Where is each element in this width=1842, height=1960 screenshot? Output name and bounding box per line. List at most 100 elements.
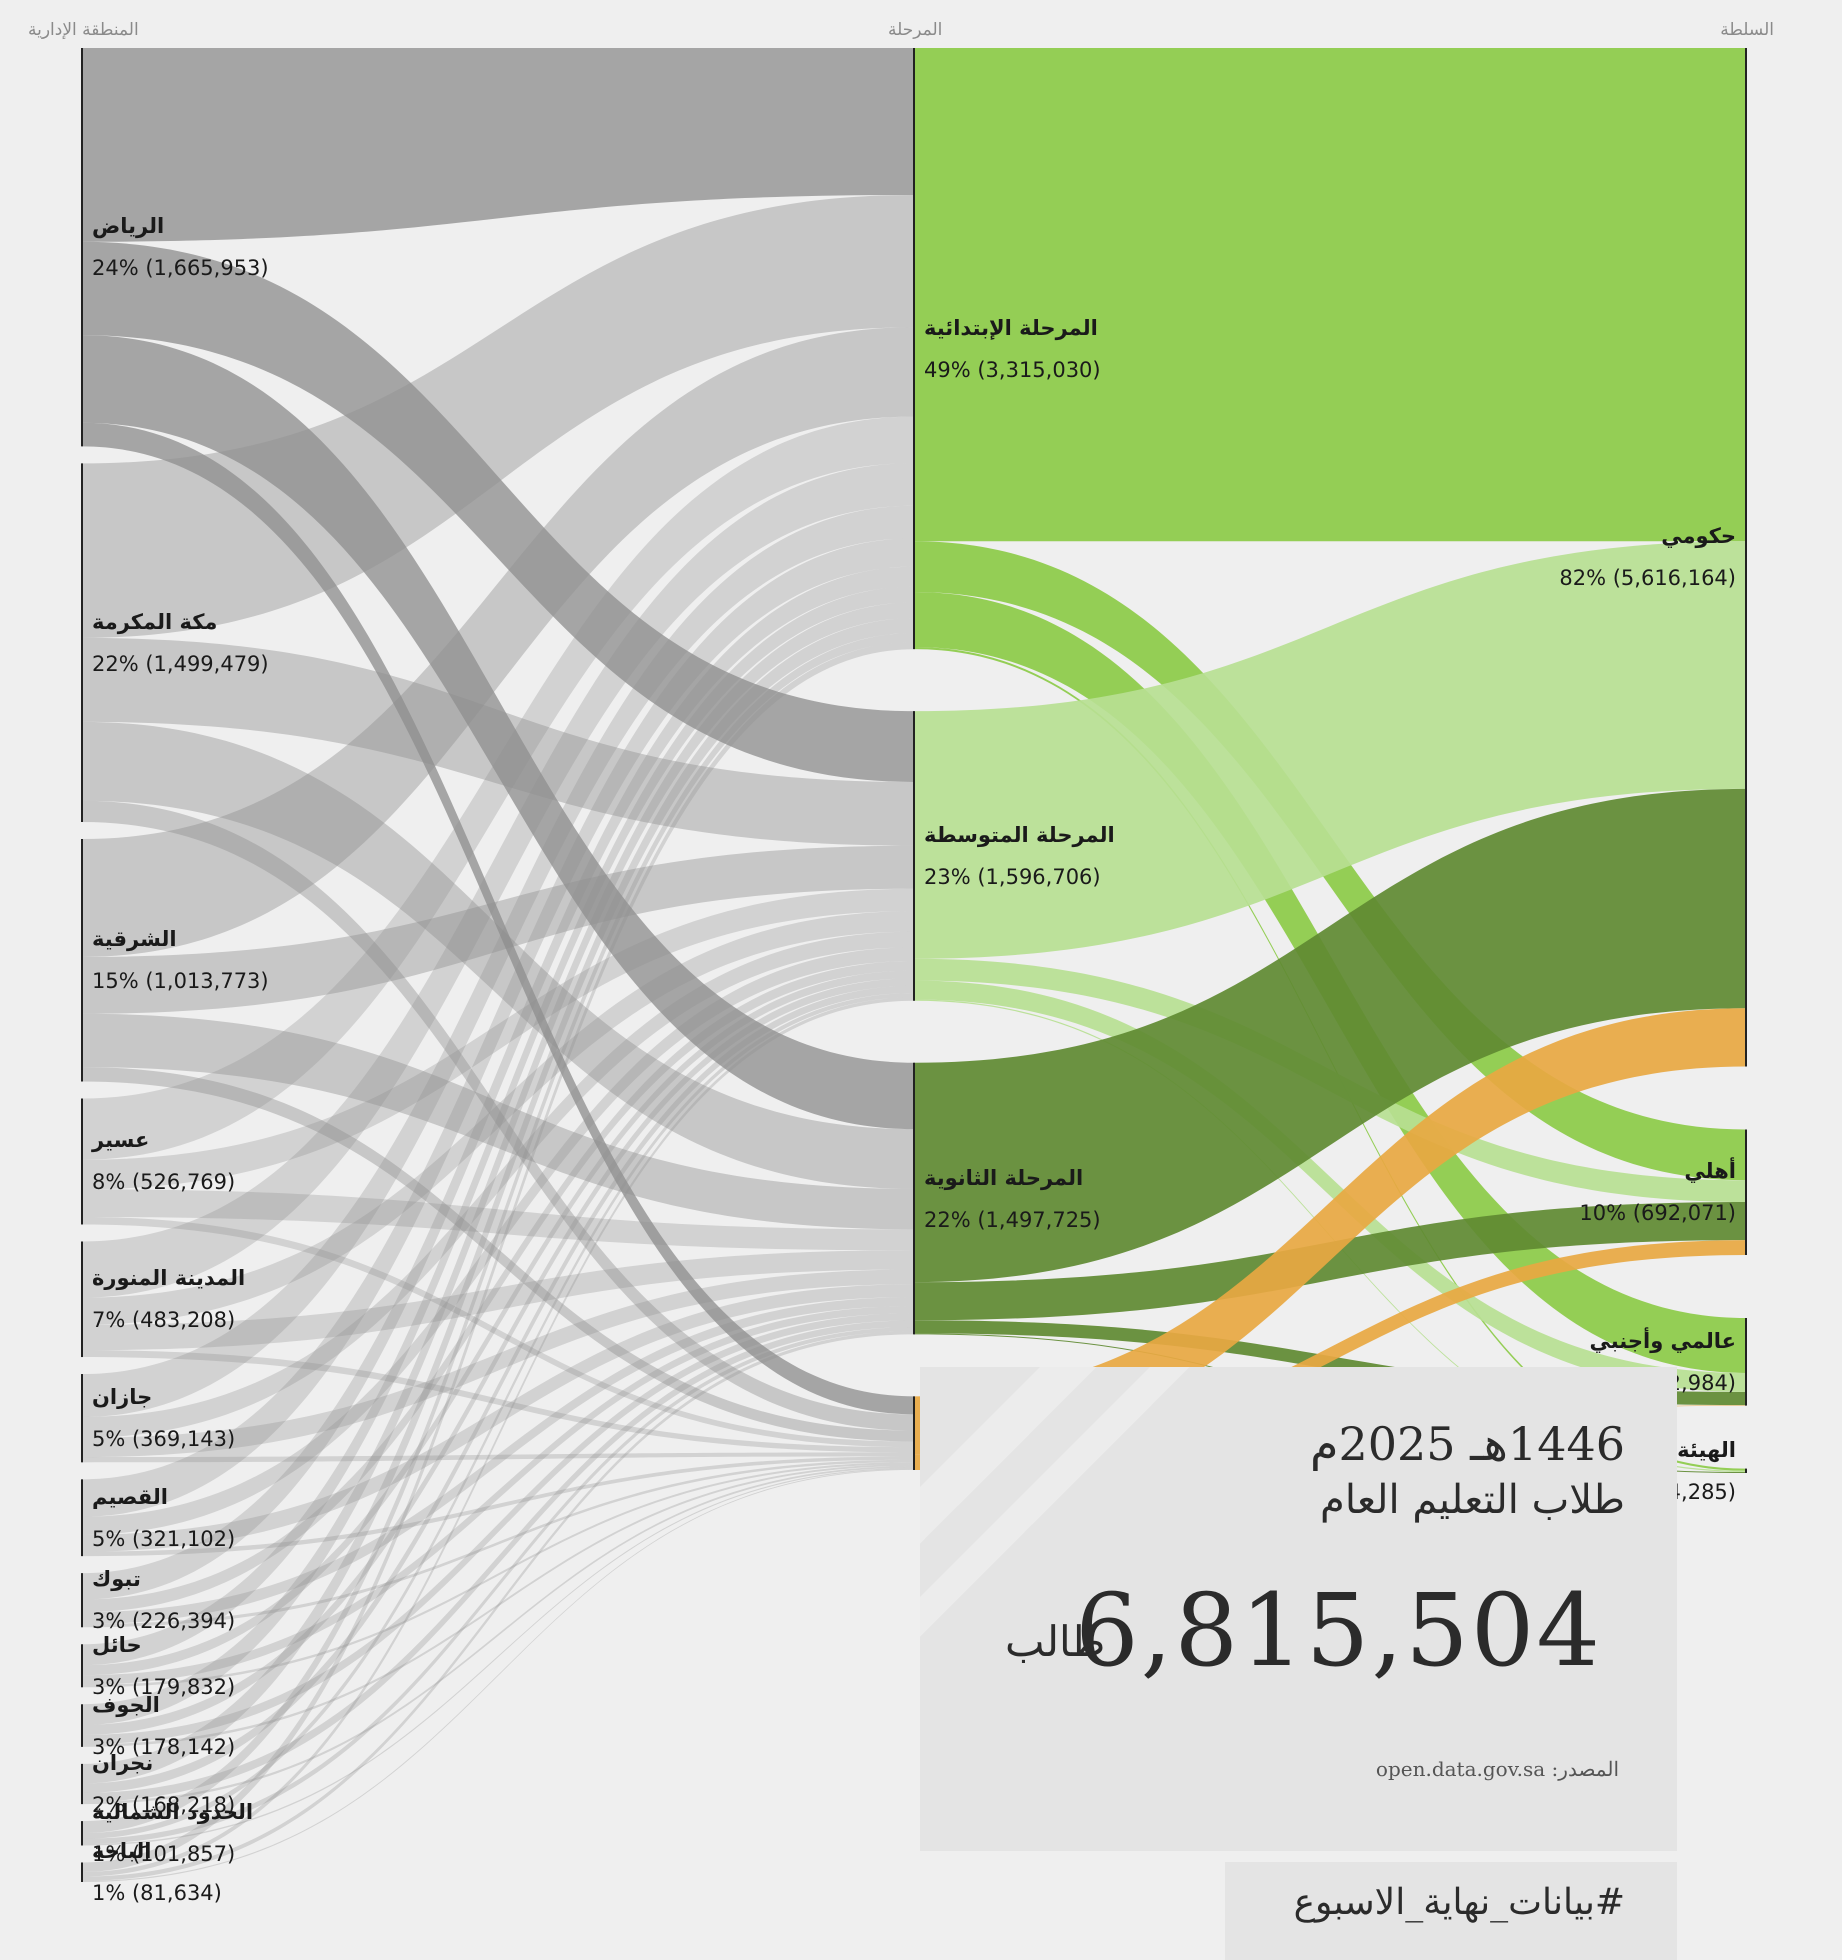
stage-label-value: 22% (1,497,725)	[924, 1207, 1101, 1232]
header-authority: السلطة	[1720, 20, 1774, 40]
stage-label-name: المرحلة الثانوية	[924, 1165, 1084, 1190]
flow-region-stage	[82, 800, 914, 1431]
flow-stage-authority	[914, 980, 1746, 1392]
region-label-name: الباحة	[92, 1839, 152, 1864]
flow-region-stage	[82, 911, 914, 1325]
region-label-name: الرياض	[92, 214, 165, 239]
flow-region-stage	[82, 978, 914, 1735]
flow-stage-authority	[914, 788, 1746, 1283]
flow-region-stage	[82, 961, 914, 1613]
region-label: نجران 2% (168,218)	[92, 1742, 235, 1826]
flow-region-stage	[82, 985, 914, 1793]
region-label: الشرقية 15% (1,013,773)	[92, 918, 269, 1002]
flow-region-stage	[82, 1462, 914, 1688]
region-label: المدينة المنورة 7% (483,208)	[92, 1257, 245, 1341]
region-label-value: 8% (526,769)	[92, 1170, 236, 1195]
flow-region-stage	[82, 1250, 914, 1351]
region-label: جازان 5% (369,143)	[92, 1376, 235, 1460]
authority-label: أهلي 10% (692,071)	[1579, 1150, 1736, 1234]
flow-region-stage	[82, 1456, 914, 1557]
flow-region-stage	[82, 618, 914, 1784]
region-label-name: مكة المكرمة	[92, 609, 218, 634]
hashtag-box: #بيانات_نهاية_الاسبوع	[1225, 1862, 1677, 1960]
flow-region-stage	[82, 1467, 914, 1846]
region-label: الباحة 1% (81,634)	[92, 1830, 222, 1914]
hashtag: #بيانات_نهاية_الاسبوع	[1293, 1882, 1625, 1923]
info-source: المصدر: open.data.gov.sa	[1375, 1757, 1619, 1781]
region-label-name: الحدود الشمالية	[92, 1800, 254, 1825]
region-label-value: 15% (1,013,773)	[92, 969, 269, 994]
flow-region-stage	[82, 566, 914, 1600]
region-label-name: الجوف	[92, 1692, 160, 1717]
info-unit: طالب	[1005, 1617, 1106, 1666]
region-label-name: المدينة المنورة	[92, 1266, 246, 1291]
flow-region-stage	[82, 1466, 914, 1805]
flow-region-stage	[82, 1306, 914, 1685]
info-title: طلاب التعليم العام	[1320, 1477, 1625, 1523]
region-label-name: تبوك	[92, 1567, 141, 1592]
region-label-value: 5% (321,102)	[92, 1526, 236, 1551]
flow-region-stage	[82, 335, 914, 1130]
flow-region-stage	[82, 721, 914, 1189]
flow-region-stage	[82, 888, 914, 1190]
flow-stage-authority	[914, 541, 1746, 959]
flow-region-stage	[82, 637, 914, 846]
flow-region-stage	[82, 1320, 914, 1802]
flow-region-stage	[82, 1327, 914, 1845]
flow-region-stage	[82, 602, 914, 1726]
flow-region-stage	[82, 997, 914, 1877]
stage-label-name: المرحلة الإبتدائية	[924, 315, 1098, 340]
region-label-name: حائل	[92, 1632, 142, 1657]
flow-region-stage	[82, 947, 914, 1535]
flow-region-stage	[82, 422, 914, 1415]
info-card: 1446هـ 2025م طلاب التعليم العام 6,815,50…	[920, 1367, 1677, 1851]
region-label: مكة المكرمة 22% (1,499,479)	[92, 601, 269, 685]
region-label: الرياض 24% (1,665,953)	[92, 205, 269, 289]
flow-region-stage	[82, 1297, 914, 1625]
flow-region-stage	[82, 416, 914, 1160]
region-label-value: 7% (483,208)	[92, 1308, 236, 1333]
header-stage: المرحلة	[888, 20, 943, 40]
flow-region-stage	[82, 1459, 914, 1628]
region-label-value: 22% (1,499,479)	[92, 651, 269, 676]
region-label-name: الشرقية	[92, 927, 177, 952]
flow-region-stage	[82, 1313, 914, 1745]
stage-label: المرحلة الإبتدائية 49% (3,315,030)	[924, 307, 1101, 391]
stage-label-value: 49% (3,315,030)	[924, 357, 1101, 382]
flow-region-stage	[82, 1216, 914, 1448]
header-region: المنطقة الإدارية	[28, 20, 139, 40]
flow-region-stage	[82, 48, 914, 242]
flow-region-stage	[82, 1067, 914, 1442]
region-label: الجوف 3% (178,142)	[92, 1684, 235, 1768]
stage-label-value: 23% (1,596,706)	[924, 864, 1101, 889]
region-label-value: 3% (179,832)	[92, 1674, 236, 1699]
flow-region-stage	[82, 1269, 914, 1458]
flow-region-stage	[82, 1350, 914, 1453]
region-label: القصيم 5% (321,102)	[92, 1476, 235, 1560]
region-label-value: 24% (1,665,953)	[92, 256, 269, 281]
flow-stage-authority	[914, 1202, 1746, 1321]
region-label-value: 3% (226,394)	[92, 1609, 236, 1634]
stage-label: المرحلة الثانوية 22% (1,497,725)	[924, 1157, 1101, 1241]
flow-region-stage	[82, 1189, 914, 1251]
flow-region-stage	[82, 1013, 914, 1230]
flow-region-stage	[82, 194, 914, 638]
info-date: 1446هـ 2025م	[1310, 1417, 1625, 1471]
region-label: تبوك 3% (226,394)	[92, 1558, 235, 1642]
region-label-value: 5% (369,143)	[92, 1427, 236, 1452]
region-label-name: القصيم	[92, 1484, 168, 1509]
authority-label-value: 82% (5,616,164)	[1559, 566, 1736, 591]
region-label-value: 2% (168,218)	[92, 1793, 236, 1817]
flow-region-stage	[82, 241, 914, 782]
region-label-name: نجران	[92, 1751, 154, 1775]
flow-region-stage	[82, 931, 914, 1438]
region-label-name: عسير	[92, 1128, 150, 1153]
info-total: 6,815,504	[1075, 1572, 1602, 1689]
authority-label-name: حكومي	[1661, 524, 1736, 549]
flow-region-stage	[82, 1469, 914, 1882]
flow-region-stage	[82, 505, 914, 1417]
flow-region-stage	[82, 970, 914, 1676]
flow-region-stage	[82, 1452, 914, 1463]
authority-label-value: 10% (692,071)	[1579, 1201, 1736, 1226]
flow-region-stage	[82, 633, 914, 1833]
